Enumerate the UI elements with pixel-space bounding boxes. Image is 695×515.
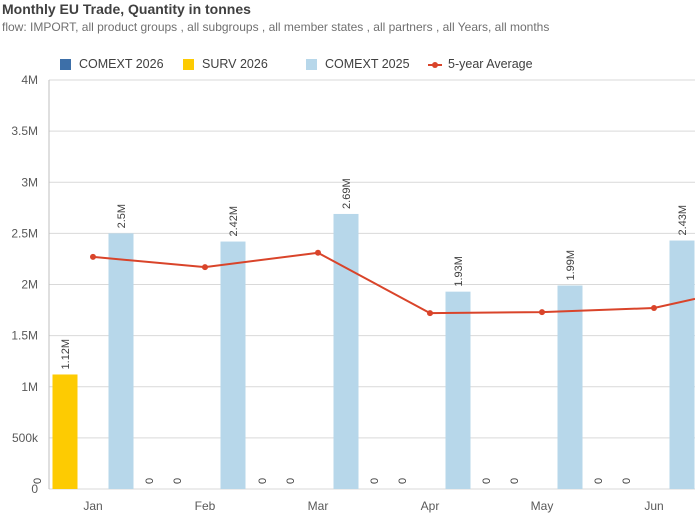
data-label-comext-2026-jun: 0 — [593, 478, 605, 484]
legend-line-5-year-average — [428, 59, 442, 70]
chart-title: Monthly EU Trade, Quantity in tonnes — [2, 1, 251, 17]
bar-comext-2025-may[interactable] — [557, 285, 583, 489]
average-line — [90, 249, 695, 317]
data-label-comext-2025-feb: 2.42M — [228, 206, 240, 237]
data-label-surv-2026-may: 0 — [509, 478, 521, 484]
legend-label-comext-2026: COMEXT 2026 — [79, 57, 164, 71]
data-label-comext-2026-mar: 0 — [257, 478, 269, 484]
y-tick-label-2m: 2M — [21, 278, 38, 292]
data-label-comext-2025-may: 1.99M — [565, 250, 577, 281]
data-label-surv-2026-feb: 0 — [172, 478, 184, 484]
point-5-year-average-jun[interactable] — [651, 305, 657, 312]
y-tick-label-500k: 500k — [12, 431, 39, 445]
point-5-year-average-feb[interactable] — [202, 264, 208, 271]
y-tick-label-0: 0 — [31, 482, 38, 496]
data-label-comext-2025-jan: 2.5M — [116, 204, 128, 228]
legend-label-5-year-average: 5-year Average — [448, 57, 533, 71]
legend-swatch-comext-2026 — [60, 58, 71, 70]
x-tick-label-mar: Mar — [308, 499, 329, 513]
y-tick-label-1m: 1M — [21, 380, 38, 394]
legend-item-surv-2026[interactable]: SURV 2026 — [183, 55, 268, 73]
legend-swatch-surv-2026 — [183, 58, 194, 70]
data-label-comext-2025-mar: 2.69M — [341, 178, 353, 209]
bar-comext-2025-apr[interactable] — [445, 291, 471, 489]
data-labels: 0 0 0 0 0 0 1.12M 0 0 0 0 0 2.5M 2.42M 2.69M 1.93M 1.99M… — [32, 178, 689, 484]
x-tick-label-may: May — [531, 499, 554, 513]
chart-legend: COMEXT 2026 SURV 2026 COMEXT 2025 5-year… — [0, 55, 695, 73]
data-label-comext-2025-apr: 1.93M — [453, 256, 465, 287]
data-label-surv-2026-apr: 0 — [397, 478, 409, 484]
bar-comext-2025-feb[interactable] — [220, 241, 246, 489]
y-tick-label-3m: 3M — [21, 175, 38, 189]
data-label-comext-2025-jun: 2.43M — [677, 205, 689, 236]
data-label-comext-2026-feb: 0 — [144, 478, 156, 484]
legend-swatch-comext-2025 — [306, 58, 317, 70]
legend-item-5-year-average[interactable]: 5-year Average — [428, 55, 533, 73]
chart-subtitle: flow: IMPORT, all product groups , all s… — [2, 20, 550, 34]
data-label-comext-2026-may: 0 — [481, 478, 493, 484]
point-5-year-average-jan[interactable] — [90, 253, 96, 260]
point-5-year-average-may[interactable] — [539, 309, 545, 316]
y-tick-label-4m: 4M — [21, 73, 38, 87]
y-gridlines — [49, 79, 695, 490]
data-label-surv-2026-jun: 0 — [621, 478, 633, 484]
data-label-surv-2026-jan: 1.12M — [60, 339, 72, 370]
point-5-year-average-apr[interactable] — [427, 310, 433, 317]
legend-item-comext-2025[interactable]: COMEXT 2025 — [306, 55, 410, 73]
point-5-year-average-mar[interactable] — [315, 249, 321, 256]
bar-comext-2025-jan[interactable] — [108, 233, 134, 489]
bar-comext-2025-mar[interactable] — [333, 213, 359, 489]
bars — [52, 213, 695, 489]
y-tick-label-2-5m: 2.5M — [11, 226, 38, 240]
axes: 0 500k 1M 1.5M 2M 2.5M 3M 3.5M 4M Jan Feb Mar Apr May… — [11, 73, 663, 513]
legend-item-comext-2026[interactable]: COMEXT 2026 — [60, 55, 164, 73]
data-label-comext-2026-apr: 0 — [369, 478, 381, 484]
legend-label-surv-2026: SURV 2026 — [202, 57, 268, 71]
x-tick-label-apr: Apr — [421, 499, 440, 513]
legend-label-comext-2025: COMEXT 2025 — [325, 57, 410, 71]
y-tick-label-3-5m: 3.5M — [11, 124, 38, 138]
x-tick-label-jan: Jan — [83, 499, 102, 513]
data-label-comext-2026-jan: 0 — [32, 478, 44, 484]
x-tick-label-feb: Feb — [195, 499, 216, 513]
y-tick-label-1-5m: 1.5M — [11, 329, 38, 343]
bar-comext-2025-jun[interactable] — [669, 240, 695, 489]
data-label-surv-2026-mar: 0 — [285, 478, 297, 484]
line-5-year-average[interactable] — [92, 251, 695, 315]
x-tick-label-jun: Jun — [644, 499, 663, 513]
bar-surv-2026-jan[interactable] — [52, 374, 78, 489]
